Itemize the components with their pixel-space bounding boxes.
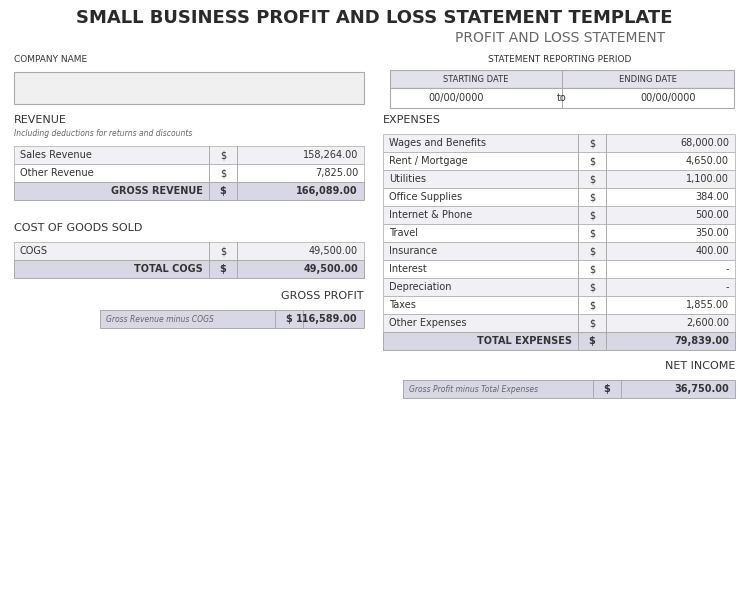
Text: 158,264.00: 158,264.00 <box>303 150 358 160</box>
Bar <box>100 310 364 328</box>
Text: $: $ <box>589 264 595 274</box>
Bar <box>383 152 735 170</box>
Text: $: $ <box>589 246 595 256</box>
Text: Sales Revenue: Sales Revenue <box>20 150 92 160</box>
Text: 79,839.00: 79,839.00 <box>674 336 729 346</box>
Text: COMPANY NAME: COMPANY NAME <box>14 56 87 65</box>
Bar <box>383 188 735 206</box>
Text: Taxes: Taxes <box>389 300 416 310</box>
Bar <box>14 164 364 182</box>
Text: Insurance: Insurance <box>389 246 437 256</box>
Text: EXPENSES: EXPENSES <box>383 115 441 125</box>
Text: Including deductions for returns and discounts: Including deductions for returns and dis… <box>14 129 192 139</box>
Bar <box>383 332 735 350</box>
Text: Other Revenue: Other Revenue <box>20 168 94 178</box>
Text: $: $ <box>220 150 226 160</box>
Text: $: $ <box>589 192 595 202</box>
Text: COGS: COGS <box>20 246 48 256</box>
Text: 2,600.00: 2,600.00 <box>686 318 729 328</box>
Bar <box>14 260 364 278</box>
Text: REVENUE: REVENUE <box>14 115 67 125</box>
Text: Wages and Benefits: Wages and Benefits <box>389 138 486 148</box>
Bar <box>383 260 735 278</box>
Text: $: $ <box>589 156 595 166</box>
Text: 7,825.00: 7,825.00 <box>315 168 358 178</box>
Text: COST OF GOODS SOLD: COST OF GOODS SOLD <box>14 223 142 233</box>
Text: GROSS REVENUE: GROSS REVENUE <box>111 186 203 196</box>
Text: 00/00/0000: 00/00/0000 <box>429 93 484 103</box>
Text: 1,855.00: 1,855.00 <box>686 300 729 310</box>
Text: $: $ <box>220 168 226 178</box>
Bar <box>383 224 735 242</box>
Text: to: to <box>557 93 567 103</box>
Text: GROSS PROFIT: GROSS PROFIT <box>281 291 364 301</box>
Text: Office Supplies: Office Supplies <box>389 192 462 202</box>
Bar <box>383 134 735 152</box>
Text: $: $ <box>220 186 227 196</box>
Text: STARTING DATE: STARTING DATE <box>444 74 509 83</box>
Text: 49,500.00: 49,500.00 <box>303 264 358 274</box>
Text: Interest: Interest <box>389 264 427 274</box>
Text: 384.00: 384.00 <box>696 192 729 202</box>
Text: 36,750.00: 36,750.00 <box>674 384 729 394</box>
Text: $: $ <box>589 300 595 310</box>
Text: $: $ <box>589 336 595 346</box>
Text: 1,100.00: 1,100.00 <box>686 174 729 184</box>
Text: Internet & Phone: Internet & Phone <box>389 210 472 220</box>
Text: PROFIT AND LOSS STATEMENT: PROFIT AND LOSS STATEMENT <box>455 31 665 45</box>
Text: $: $ <box>589 210 595 220</box>
Bar <box>383 296 735 314</box>
Text: $: $ <box>589 318 595 328</box>
Text: 68,000.00: 68,000.00 <box>680 138 729 148</box>
Bar <box>14 242 364 260</box>
Text: Other Expenses: Other Expenses <box>389 318 467 328</box>
Text: $: $ <box>589 228 595 238</box>
Text: $: $ <box>220 264 227 274</box>
Text: Utilities: Utilities <box>389 174 426 184</box>
Bar <box>383 206 735 224</box>
Text: TOTAL COGS: TOTAL COGS <box>134 264 203 274</box>
Text: $: $ <box>589 282 595 292</box>
Text: 49,500.00: 49,500.00 <box>309 246 358 256</box>
Text: 350.00: 350.00 <box>695 228 729 238</box>
Bar <box>14 182 364 200</box>
Text: ENDING DATE: ENDING DATE <box>619 74 677 83</box>
Text: 500.00: 500.00 <box>695 210 729 220</box>
Bar <box>390 70 734 88</box>
Text: Gross Revenue minus COGS: Gross Revenue minus COGS <box>106 315 214 324</box>
Bar <box>383 170 735 188</box>
Bar <box>383 242 735 260</box>
Bar <box>403 380 735 398</box>
Text: Gross Profit minus Total Expenses: Gross Profit minus Total Expenses <box>409 385 538 393</box>
Text: 00/00/0000: 00/00/0000 <box>640 93 696 103</box>
Bar <box>14 146 364 164</box>
Bar <box>383 314 735 332</box>
Text: $: $ <box>589 174 595 184</box>
Text: TOTAL EXPENSES: TOTAL EXPENSES <box>477 336 572 346</box>
Text: NET INCOME: NET INCOME <box>665 361 735 371</box>
Text: Rent / Mortgage: Rent / Mortgage <box>389 156 468 166</box>
Text: Travel: Travel <box>389 228 418 238</box>
Text: $: $ <box>604 384 610 394</box>
Text: STATEMENT REPORTING PERIOD: STATEMENT REPORTING PERIOD <box>488 56 632 65</box>
Text: $: $ <box>286 314 292 324</box>
Text: $: $ <box>589 138 595 148</box>
Text: $: $ <box>220 246 226 256</box>
Text: SMALL BUSINESS PROFIT AND LOSS STATEMENT TEMPLATE: SMALL BUSINESS PROFIT AND LOSS STATEMENT… <box>76 9 672 27</box>
Text: 4,650.00: 4,650.00 <box>686 156 729 166</box>
Text: Depreciation: Depreciation <box>389 282 452 292</box>
Text: 116,589.00: 116,589.00 <box>296 314 358 324</box>
Bar <box>390 88 734 108</box>
Text: -: - <box>726 282 729 292</box>
Text: 166,089.00: 166,089.00 <box>296 186 358 196</box>
Bar <box>14 72 364 104</box>
Text: 400.00: 400.00 <box>696 246 729 256</box>
Bar <box>383 278 735 296</box>
Text: -: - <box>726 264 729 274</box>
